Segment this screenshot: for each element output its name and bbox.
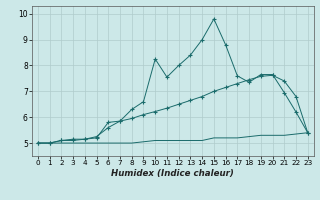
X-axis label: Humidex (Indice chaleur): Humidex (Indice chaleur) xyxy=(111,169,234,178)
